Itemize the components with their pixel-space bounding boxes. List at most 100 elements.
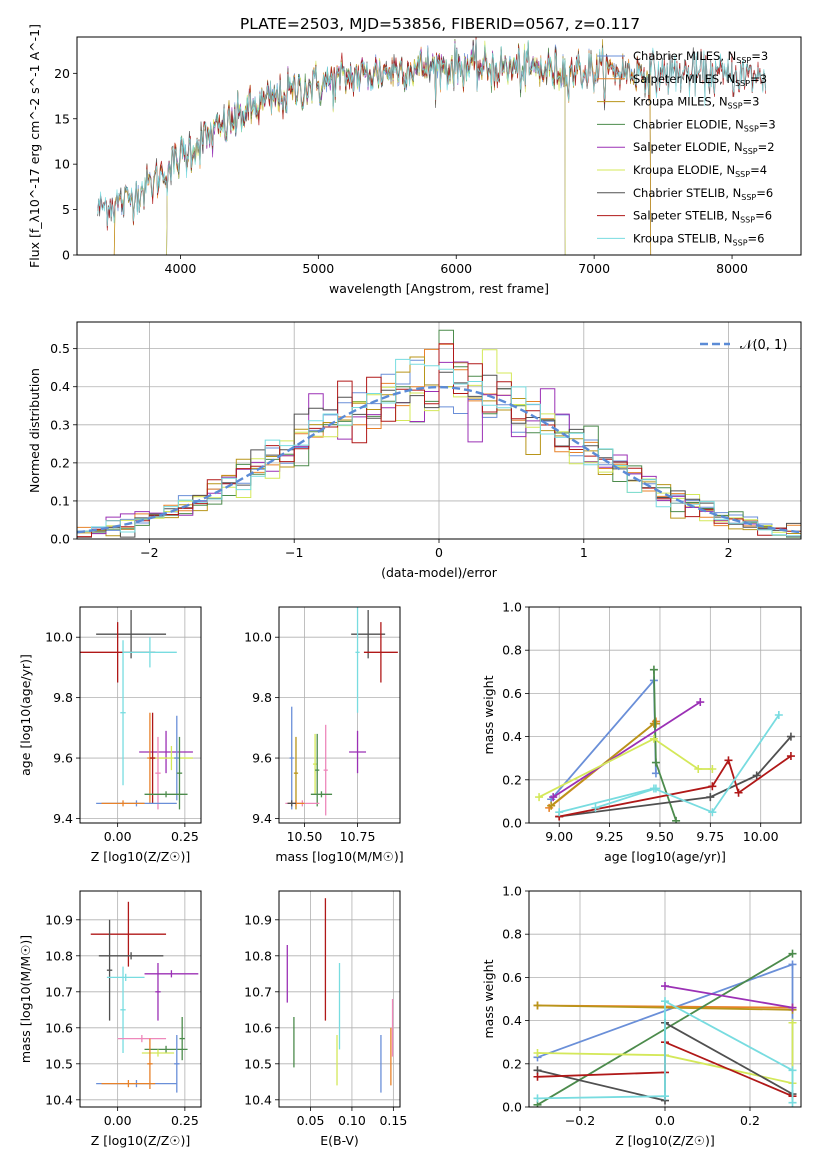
errorbar-point [289, 706, 294, 810]
x-tick-label: −2 [140, 545, 158, 560]
axes-mass_vs_Z: 0.00 0.25 10.4 10.5 10.6 10.7 10.8 10.9 Z [log10… [18, 890, 202, 1148]
x-tick-label: 0.25 [171, 1113, 199, 1128]
legend-label-suffix: =6 [748, 231, 765, 245]
weight-marker [672, 816, 681, 823]
errorbar-point [155, 963, 161, 1021]
weight-marker [555, 808, 564, 817]
y-tick-label: 10.0 [45, 630, 73, 645]
x-tick-label: 0.25 [171, 829, 199, 844]
weight-marker [547, 801, 556, 810]
y-tick-label: 0.0 [502, 816, 522, 831]
y-tick-label: 10.4 [45, 1092, 73, 1107]
y-tick-label: 5 [62, 202, 70, 217]
x-tick-label: 6000 [440, 261, 472, 276]
legend-label-suffix: =6 [756, 186, 773, 200]
y-tick-label: 10.9 [45, 912, 73, 927]
errorbar-point [106, 973, 145, 981]
plot-area-mass_vs_Z [90, 901, 199, 1093]
legend-label-sub: SSP [728, 102, 743, 111]
weight-series-chabrier_elodie [653, 669, 677, 822]
errorbar-point [312, 733, 318, 795]
x-tick-label: 2 [725, 545, 733, 560]
errorbar-point [351, 610, 386, 659]
legend-label-sub: SSP [736, 56, 751, 65]
weight-marker [651, 784, 660, 793]
x-tick-label: 5000 [302, 261, 334, 276]
legend-label: Salpeter ELODIE, NSSP=2 [633, 140, 775, 156]
errorbar-point [323, 724, 328, 816]
x-tick-label: 9.50 [646, 829, 674, 844]
weight-marker [708, 782, 717, 791]
y-tick-label: 10.4 [244, 1092, 272, 1107]
errorbar-point [355, 607, 360, 713]
x-tick-label: 10.75 [340, 829, 376, 844]
x-tick-label: 1 [580, 545, 588, 560]
errorbar-point [174, 715, 180, 801]
errorbar-point [144, 1045, 188, 1053]
y-tick-label: 1.0 [502, 884, 522, 899]
legend-label: Chabrier MILES, NSSP=3 [633, 49, 768, 65]
weight-marker [649, 734, 658, 743]
axes-frame [278, 890, 401, 1108]
axes-age_vs_Z: 0.00 0.25 9.4 9.6 9.8 10.0 Z [log10(Z/Z☉)] age … [18, 606, 202, 864]
weight-series-kroupa_stelib [595, 787, 657, 809]
weight-marker [788, 1018, 797, 1027]
y-tick-label: 0.1 [50, 493, 70, 508]
errorbar-point [287, 800, 296, 807]
weight-marker [786, 732, 795, 741]
errorbar-point [147, 1038, 153, 1089]
legend-label-suffix: =3 [759, 117, 776, 131]
plot-area-weight_vs_Z [533, 949, 797, 1107]
y-tick-label: 10.6 [45, 1020, 73, 1035]
y-tick-label: 0.8 [502, 927, 522, 942]
normal-curve [77, 385, 801, 534]
errorbar-point [101, 1080, 156, 1088]
y-tick-label: 0.6 [502, 686, 522, 701]
weight-marker [651, 769, 660, 778]
errorbar-point [120, 966, 126, 1053]
weight-series-chabrier_stelib [559, 736, 792, 818]
y-tick-label: 9.6 [53, 751, 73, 766]
x-tick-label: 7000 [578, 261, 610, 276]
errorbar-point [349, 730, 367, 774]
y-tick-label: 10.5 [45, 1056, 73, 1071]
errorbar-point [117, 1035, 167, 1043]
y-tick-label: 0.2 [50, 455, 70, 470]
y-tick-label: 10 [54, 157, 70, 172]
errorbar-point [293, 736, 299, 810]
x-tick-label: 0 [435, 545, 443, 560]
y-axis-label: mass weight [481, 675, 496, 754]
x-tick-label: 0.15 [379, 1113, 407, 1128]
x-tick-label: 9.75 [696, 829, 724, 844]
errorbar-point [144, 791, 188, 798]
legend-label-suffix: =3 [750, 72, 767, 86]
x-tick-label: 9.25 [596, 829, 624, 844]
errorbar-point [123, 637, 177, 668]
y-axis-label: mass weight [481, 959, 496, 1038]
legend-label-sub: SSP [744, 124, 759, 133]
y-tick-label: 9.6 [252, 751, 272, 766]
axes-weight_vs_Z: −0.2 0.0 0.2 0.0 0.2 0.4 0.6 0.8 1.0 Z [log10(Z/Z… [481, 884, 802, 1148]
y-tick-label: 9.4 [53, 811, 73, 826]
weight-marker [661, 1092, 669, 1101]
x-tick-label: 9.00 [545, 829, 573, 844]
y-axis-label: Flux [f_λ10^-17 erg cm^-2 s^-1 A^-1] [27, 24, 42, 268]
x-tick-label: 0.00 [104, 1113, 132, 1128]
axes-spectrum: 4000 5000 6000 7000 8000 0 5 10 15 20 wavelength [… [27, 24, 802, 296]
errorbar-point [139, 730, 193, 774]
weight-series-kroupa_stelib [558, 714, 780, 814]
weight-marker [788, 960, 797, 969]
errorbar-point [141, 1049, 175, 1057]
y-tick-label: 0.2 [502, 1056, 522, 1071]
y-tick-label: 10.8 [45, 948, 73, 963]
y-tick-label: 10.0 [244, 630, 272, 645]
axes-frame [79, 890, 202, 1108]
x-tick-label: 8000 [716, 261, 748, 276]
y-tick-label: 1.0 [502, 600, 522, 615]
weight-series-salpeter_elodie [552, 701, 701, 798]
legend-label: Chabrier ELODIE, NSSP=3 [633, 117, 776, 133]
legend-label-suffix: =3 [743, 95, 760, 109]
legend-label: Salpeter STELIB, NSSP=6 [633, 209, 772, 225]
weight-marker [724, 756, 733, 765]
